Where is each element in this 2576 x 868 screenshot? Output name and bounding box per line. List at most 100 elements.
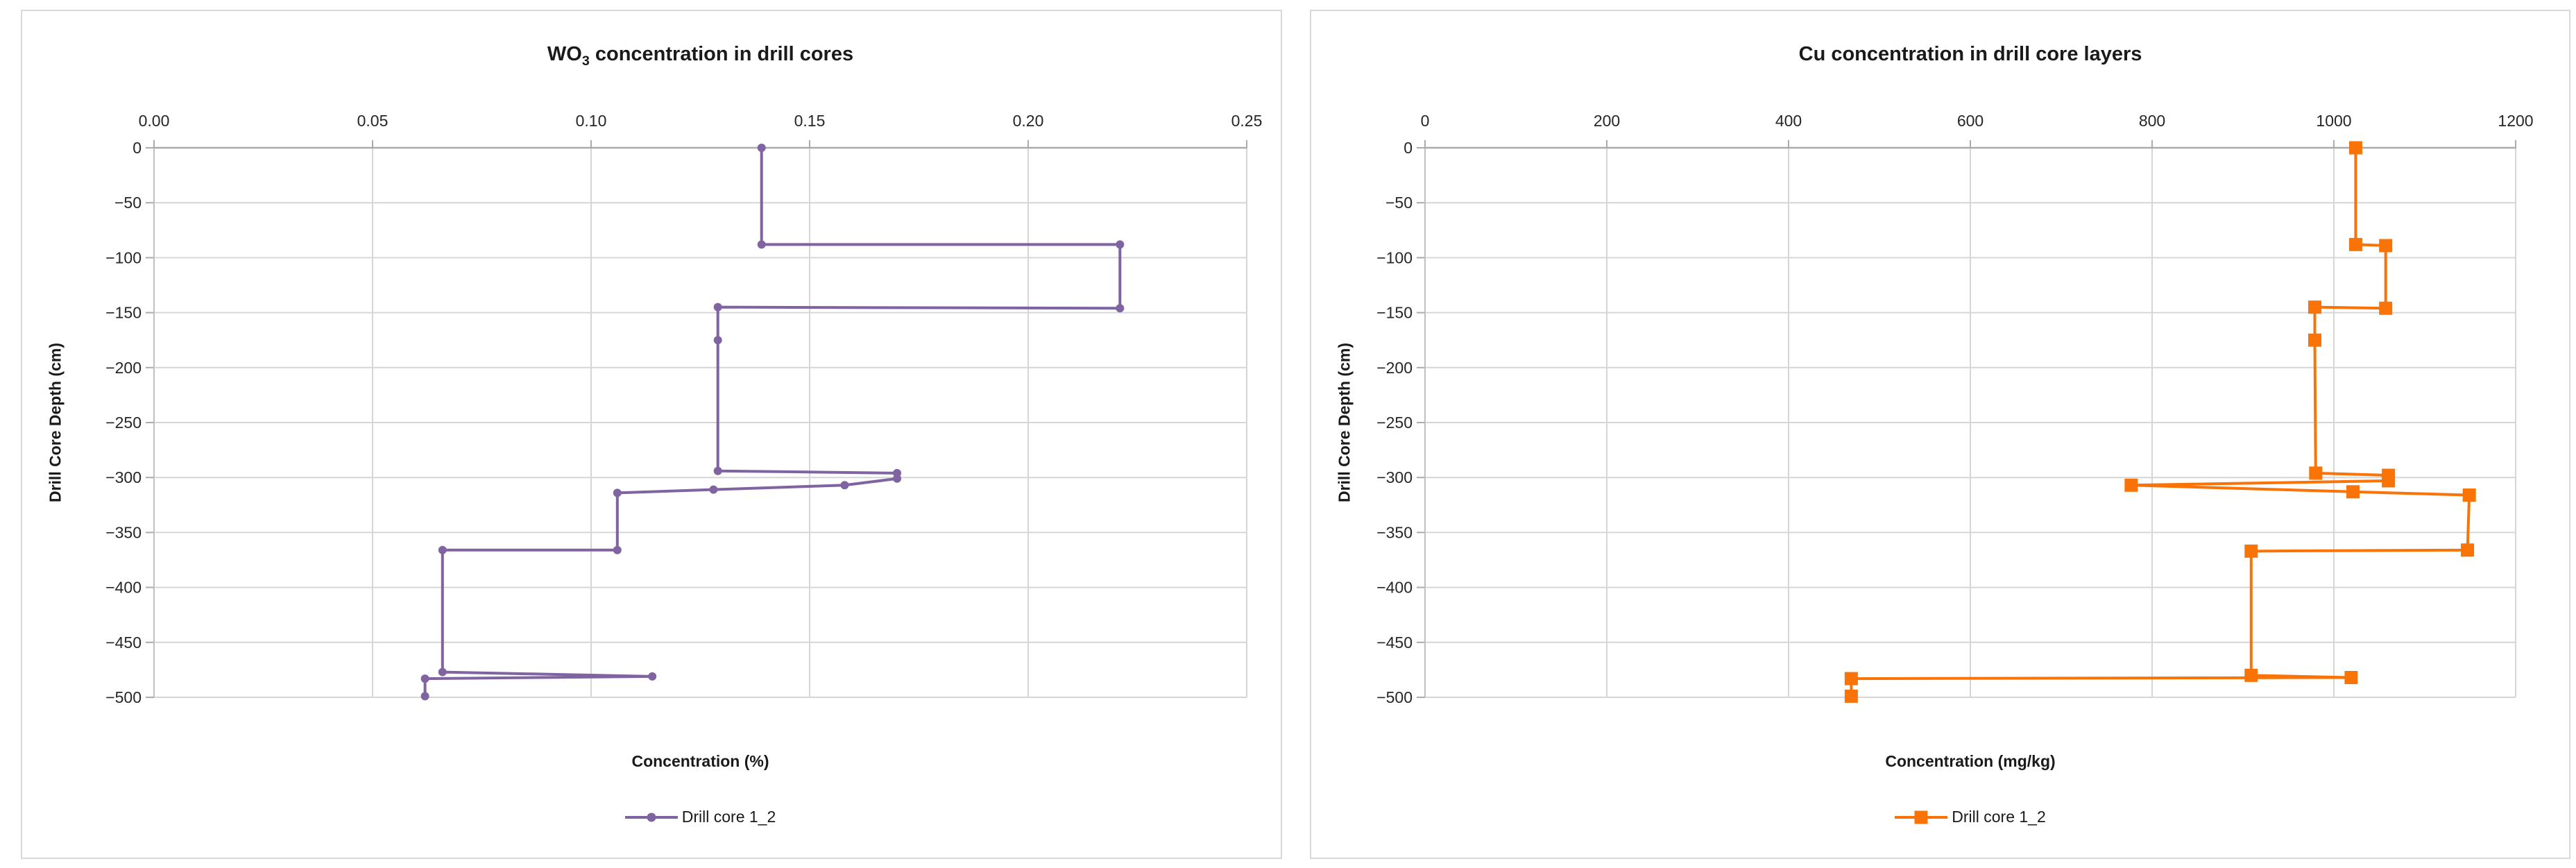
data-point xyxy=(2346,485,2360,499)
x-tick-label: 0.10 xyxy=(576,112,607,130)
data-point xyxy=(2308,333,2321,347)
data-point xyxy=(2308,300,2321,314)
x-tick-label: 600 xyxy=(1957,112,1984,130)
y-tick-label: −50 xyxy=(1385,194,1413,212)
cu-plot-area: 0 200 400 600 800 1000 1200 0 −50 −100 −150 −200 −25… xyxy=(1376,112,2533,706)
x-tick-label: 1000 xyxy=(2316,112,2351,130)
data-point xyxy=(893,474,901,483)
y-tick-label: −50 xyxy=(114,194,142,212)
y-tick-label: −100 xyxy=(105,248,142,266)
y-tick-label: −400 xyxy=(1376,579,1413,597)
y-tick-label: −350 xyxy=(1376,523,1413,541)
wo3-legend-label: Drill core 1_2 xyxy=(681,808,776,826)
wo3-x-axis-title: Concentration (%) xyxy=(631,752,769,770)
y-tick-label: −450 xyxy=(1376,633,1413,652)
data-point xyxy=(709,485,718,494)
data-point xyxy=(438,667,447,676)
data-point xyxy=(713,466,722,475)
data-point xyxy=(613,545,622,554)
wo3-y-axis-title: Drill Core Depth (cm) xyxy=(46,342,65,503)
cu-legend-marker-icon xyxy=(1895,810,1948,824)
y-tick-label: −200 xyxy=(105,359,142,377)
data-point xyxy=(2124,478,2138,492)
data-point xyxy=(2379,301,2393,315)
data-point xyxy=(2461,543,2475,557)
x-tick-label: 0.05 xyxy=(357,112,389,130)
data-point xyxy=(2462,488,2476,502)
x-tick-label: 0.00 xyxy=(139,112,170,130)
y-tick-label: −500 xyxy=(105,688,142,706)
y-tick-label: −300 xyxy=(1376,468,1413,486)
data-point xyxy=(2382,474,2396,488)
series-markers xyxy=(1844,141,2476,703)
y-tick-label: −150 xyxy=(1376,304,1413,322)
data-point xyxy=(757,240,766,249)
data-point xyxy=(2379,239,2393,253)
data-point xyxy=(648,672,657,681)
data-point xyxy=(1844,689,1858,703)
tick-marks xyxy=(146,140,1247,698)
data-point xyxy=(613,488,622,497)
tick-marks xyxy=(1417,140,2516,698)
y-tick-label: −400 xyxy=(105,579,142,597)
cu-y-axis-title: Drill Core Depth (cm) xyxy=(1335,342,1354,503)
data-point xyxy=(438,545,447,554)
data-point xyxy=(2348,237,2362,251)
data-point xyxy=(713,336,722,345)
y-tick-label: −200 xyxy=(1376,359,1413,377)
x-tick-label: 1200 xyxy=(2498,112,2533,130)
series-markers xyxy=(420,144,1125,701)
wo3-plot-area: 0.00 0.05 0.10 0.15 0.20 0.25 0 −50 −100 −150 −200… xyxy=(105,112,1262,706)
data-point xyxy=(2244,544,2258,558)
x-tick-label: 0.15 xyxy=(794,112,826,130)
gridlines xyxy=(1424,146,2516,698)
wo3-chart-title: WO3 concentration in drill cores xyxy=(154,43,1247,69)
data-point xyxy=(2309,466,2323,480)
data-point xyxy=(420,674,429,683)
wo3-title-subscript: 3 xyxy=(581,53,590,69)
x-tick-label: 0.25 xyxy=(1231,112,1263,130)
wo3-legend-marker-icon xyxy=(624,812,678,822)
cu-chart-panel: 0 200 400 600 800 1000 1200 0 −50 −100 −150 −200 −25… xyxy=(1310,10,2570,859)
gridlines xyxy=(153,146,1247,698)
axis-tick-labels: 0 200 400 600 800 1000 1200 0 −50 −100 −150 −200 −25… xyxy=(1376,112,2533,706)
y-tick-label: 0 xyxy=(1404,139,1413,157)
y-tick-label: −350 xyxy=(105,523,142,541)
cu-legend: Drill core 1_2 xyxy=(1425,808,2516,826)
wo3-title-base: WO xyxy=(547,43,582,65)
cu-x-axis-title: Concentration (mg/kg) xyxy=(1885,752,2056,770)
x-tick-label: 200 xyxy=(1594,112,1620,130)
y-tick-label: −150 xyxy=(105,304,142,322)
series-line xyxy=(423,146,1122,698)
data-point xyxy=(840,481,849,490)
data-point xyxy=(2344,670,2358,684)
data-point xyxy=(757,144,766,152)
y-tick-label: −250 xyxy=(105,414,142,432)
data-point xyxy=(1116,304,1125,313)
y-tick-label: −450 xyxy=(105,633,142,652)
data-point xyxy=(2348,141,2362,155)
cu-title-base: Cu concentration in drill core layers xyxy=(1798,43,2142,65)
y-tick-label: −500 xyxy=(1376,688,1413,706)
y-tick-label: −100 xyxy=(1376,248,1413,266)
y-tick-label: −300 xyxy=(105,468,142,486)
data-point xyxy=(2244,668,2258,682)
cu-legend-label: Drill core 1_2 xyxy=(1952,808,2046,826)
x-tick-label: 800 xyxy=(2139,112,2165,130)
y-tick-label: 0 xyxy=(133,139,142,157)
wo3-chart-panel: 0.00 0.05 0.10 0.15 0.20 0.25 0 −50 −100 −150 −200… xyxy=(21,10,1282,859)
series-line xyxy=(1850,146,2471,698)
axis-tick-labels: 0.00 0.05 0.10 0.15 0.20 0.25 0 −50 −100 −150 −200… xyxy=(105,112,1262,706)
data-point xyxy=(420,692,429,701)
wo3-title-rest: concentration in drill cores xyxy=(589,43,854,65)
cu-chart-title: Cu concentration in drill core layers xyxy=(1425,43,2516,69)
data-point xyxy=(1844,672,1858,686)
data-point xyxy=(713,303,722,312)
wo3-legend: Drill core 1_2 xyxy=(154,808,1247,826)
data-point xyxy=(1116,240,1125,249)
y-tick-label: −250 xyxy=(1376,414,1413,432)
x-tick-label: 400 xyxy=(1775,112,1802,130)
x-tick-label: 0 xyxy=(1421,112,1430,130)
x-tick-label: 0.20 xyxy=(1013,112,1044,130)
